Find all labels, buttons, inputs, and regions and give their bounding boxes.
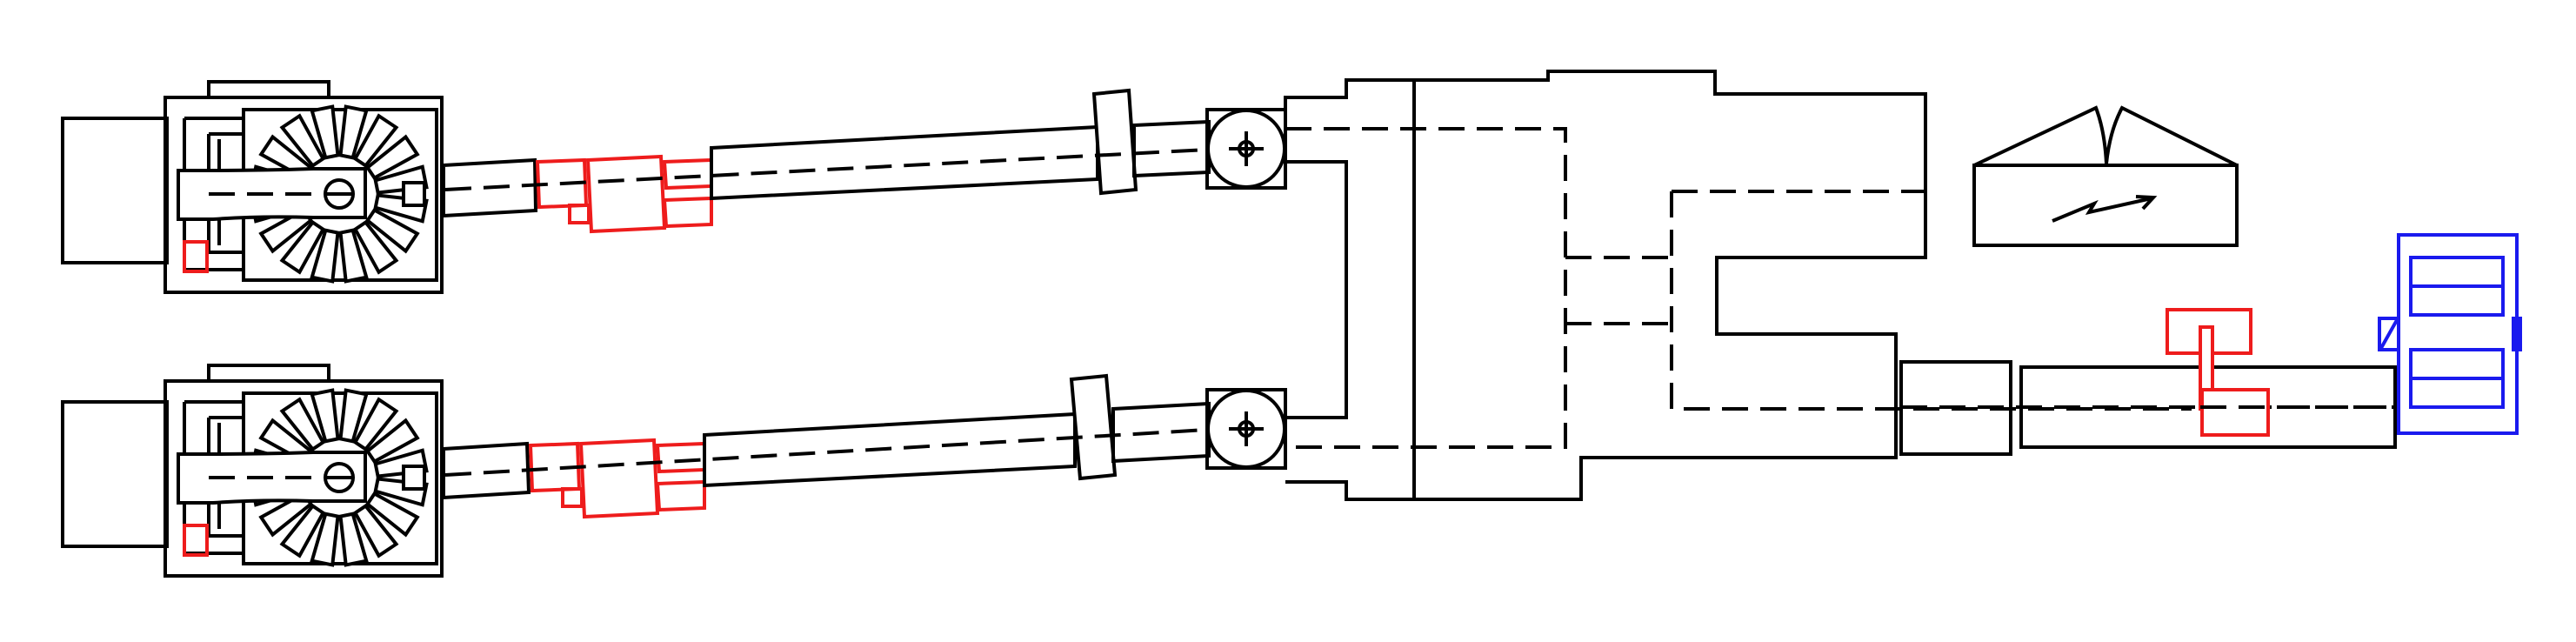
- fan-blade: [310, 512, 340, 567]
- upper-shaft-end: [1132, 119, 1211, 178]
- lower-output-stub: [442, 441, 531, 500]
- lightning-icon: [2052, 197, 2152, 223]
- lower-shaft-bearing: [1069, 373, 1118, 481]
- fan-blade: [279, 219, 326, 275]
- control-box: [1972, 105, 2239, 247]
- lightning-arrowhead: [2135, 195, 2158, 211]
- lower-pivot-joint: [1205, 388, 1287, 470]
- control-box-body: [1972, 164, 2239, 247]
- lower-coupling-nub: [561, 487, 584, 508]
- fan-blade: [364, 207, 420, 254]
- lower-coupling-flange-bottom: [655, 479, 706, 512]
- fan-blade: [364, 134, 420, 181]
- fan-blade: [338, 512, 369, 567]
- upper-coupling-flange-bottom: [662, 196, 713, 229]
- fan-blade: [310, 388, 340, 444]
- lower-drive-shaft: [703, 411, 1077, 488]
- upper-fan-end-cap: [402, 181, 426, 207]
- upper-coupling-nub: [568, 204, 591, 224]
- lower-power-unit: [61, 364, 444, 578]
- lower-fan-end-cap: [402, 465, 426, 491]
- fan-blade: [364, 491, 420, 538]
- lower-unit-top-tab: [207, 364, 330, 381]
- fan-blade: [364, 418, 420, 465]
- upper-output-stub: [442, 157, 538, 218]
- lower-coupling-flange-top: [655, 441, 706, 474]
- upper-unit-top-tab: [207, 80, 330, 97]
- output-section: [1899, 308, 2397, 456]
- motor-terminal-left: [2378, 317, 2400, 351]
- central-gearbox: [1284, 70, 2192, 501]
- upper-unit-red-marker: [183, 240, 209, 273]
- fan-blade: [338, 228, 369, 284]
- fan-blade: [279, 503, 326, 558]
- motor-frame: [2397, 233, 2519, 435]
- control-box-roof: [1973, 105, 2238, 167]
- fan-blade: [352, 397, 399, 452]
- upper-coupling-body: [585, 154, 667, 234]
- lower-coupling-body: [578, 438, 660, 519]
- upper-shaft-line: [442, 88, 1211, 234]
- motor-terminal-right: [2512, 317, 2522, 351]
- fan-blade: [310, 228, 340, 284]
- fan-blade: [310, 104, 340, 160]
- fan-blade: [352, 219, 399, 275]
- fan-blade: [279, 397, 326, 452]
- lower-shaft-line: [442, 373, 1211, 519]
- fan-blade: [338, 388, 369, 444]
- upper-coupling-flange-top: [662, 157, 713, 191]
- lower-shaft-end: [1111, 401, 1211, 464]
- lower-unit-red-marker: [183, 524, 209, 557]
- gearbox-casing: [1414, 70, 1927, 501]
- upper-drive-shaft: [710, 124, 1099, 201]
- blue-motor: [2378, 233, 2522, 435]
- upper-power-unit: [61, 80, 444, 294]
- fan-blade: [279, 113, 326, 169]
- lower-unit-mount-block: [61, 400, 169, 548]
- fan-blade: [352, 503, 399, 558]
- fan-blade: [352, 113, 399, 169]
- fan-blade: [338, 104, 369, 160]
- output-coupling-bottom: [2200, 388, 2270, 437]
- upper-shaft-bearing: [1091, 88, 1138, 196]
- upper-unit-mount-block: [61, 117, 169, 264]
- upper-pivot-joint: [1205, 108, 1287, 190]
